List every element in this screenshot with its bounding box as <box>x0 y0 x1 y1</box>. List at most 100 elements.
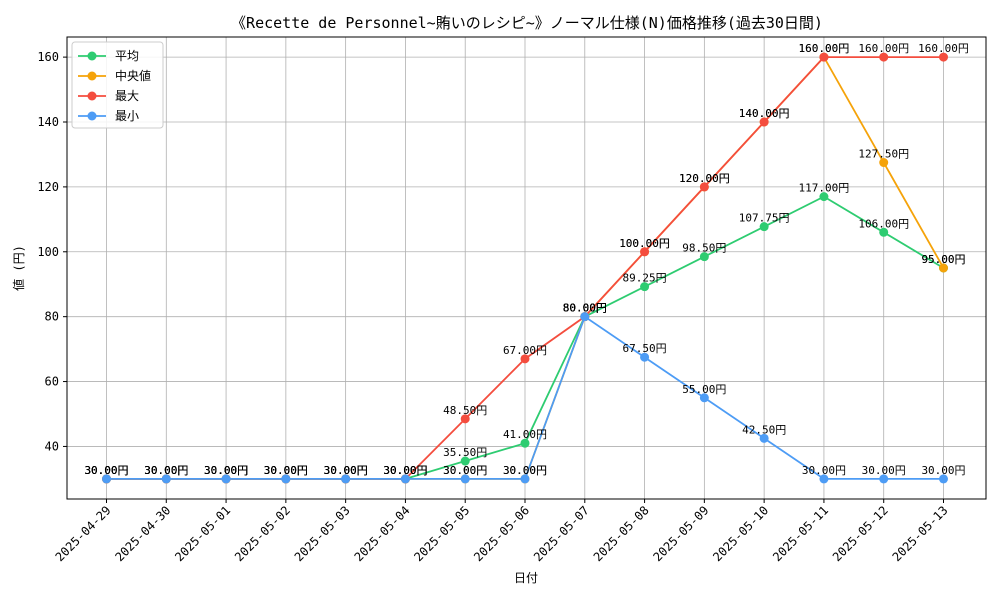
data-label: 100.00円 <box>619 237 670 250</box>
data-label: 140.00円 <box>739 107 790 120</box>
data-label: 30.00円 <box>443 464 487 477</box>
data-label: 30.00円 <box>324 464 368 477</box>
x-tick-label: 2025-05-12 <box>830 503 891 564</box>
data-label: 80.00円 <box>563 302 607 315</box>
data-label: 120.00円 <box>679 172 730 185</box>
legend-label: 中央値 <box>115 68 151 83</box>
data-label: 42.50円 <box>742 423 786 436</box>
data-point <box>640 247 650 257</box>
legend-swatch-marker <box>87 111 97 121</box>
data-label: 30.00円 <box>204 464 248 477</box>
data-point <box>699 393 709 403</box>
x-tick-label: 2025-05-01 <box>172 503 233 564</box>
x-tick-label: 2025-05-09 <box>650 503 711 564</box>
x-axis-label: 日付 <box>514 571 538 585</box>
y-tick-label: 140 <box>37 115 59 129</box>
chart-title: 《Recette de Personnel~賄いのレシピ~》ノーマル仕様(N)価… <box>231 14 823 32</box>
data-point <box>520 354 530 364</box>
series-lines <box>102 52 948 484</box>
y-tick-label: 100 <box>37 245 59 259</box>
data-label: 30.00円 <box>84 464 128 477</box>
data-label: 30.00円 <box>264 464 308 477</box>
data-label: 67.50円 <box>623 342 667 355</box>
data-point <box>520 438 530 448</box>
y-tick-label: 160 <box>37 50 59 64</box>
data-label: 117.00円 <box>799 182 850 195</box>
data-point <box>759 222 769 232</box>
data-label: 30.00円 <box>324 464 368 477</box>
data-label: 30.00円 <box>383 464 427 477</box>
legend-label: 最小 <box>115 109 139 123</box>
legend-swatch-marker <box>87 71 97 81</box>
data-label: 160.00円 <box>858 42 909 55</box>
data-label: 30.00円 <box>264 464 308 477</box>
data-point <box>879 227 889 237</box>
y-tick-label: 60 <box>45 375 59 389</box>
data-point <box>819 192 829 202</box>
data-label: 35.50円 <box>443 446 487 459</box>
data-point <box>520 474 530 484</box>
data-label: 30.00円 <box>144 464 188 477</box>
x-tick-label: 2025-05-08 <box>591 503 652 564</box>
data-point <box>460 456 470 466</box>
y-axis-label: 値 (円) <box>11 245 26 291</box>
data-point <box>580 312 590 322</box>
data-label: 106.00円 <box>858 217 909 230</box>
data-point <box>221 474 231 484</box>
x-tick-label: 2025-05-02 <box>232 503 293 564</box>
data-label: 30.00円 <box>802 464 846 477</box>
data-point <box>460 474 470 484</box>
x-tick-label: 2025-04-30 <box>112 503 173 564</box>
y-tick-label: 120 <box>37 180 59 194</box>
data-point <box>819 52 829 62</box>
x-tick-label: 2025-05-07 <box>531 503 592 564</box>
x-tick-label: 2025-04-29 <box>53 503 114 564</box>
data-label: 30.00円 <box>383 464 427 477</box>
data-label: 30.00円 <box>204 464 248 477</box>
data-point <box>879 52 889 62</box>
data-point <box>939 263 948 273</box>
data-label: 41.00円 <box>503 428 547 441</box>
x-tick-label: 2025-05-11 <box>770 503 831 564</box>
legend-label: 平均 <box>115 49 139 63</box>
data-label: 30.00円 <box>84 464 128 477</box>
data-label: 30.00円 <box>324 464 368 477</box>
plot-area-frame <box>66 36 987 500</box>
data-label: 30.00円 <box>264 464 308 477</box>
data-label: 55.00円 <box>682 383 726 396</box>
data-label: 160.00円 <box>918 42 969 55</box>
data-label: 30.00円 <box>862 464 906 477</box>
data-label: 30.00円 <box>503 464 547 477</box>
data-point <box>460 414 470 424</box>
data-label: 30.00円 <box>84 464 128 477</box>
data-label: 140.00円 <box>739 107 790 120</box>
data-label: 120.00円 <box>679 172 730 185</box>
axes: 4060801001201401602025-04-292025-04-3020… <box>37 50 950 564</box>
data-point <box>640 352 650 362</box>
y-tick-label: 40 <box>45 439 59 453</box>
y-tick-label: 80 <box>45 310 59 324</box>
data-label: 30.00円 <box>503 464 547 477</box>
data-label: 160.00円 <box>799 42 850 55</box>
data-label: 30.00円 <box>204 464 248 477</box>
data-label: 89.25円 <box>623 272 667 285</box>
legend-label: 最大 <box>115 89 139 103</box>
legend-swatch-marker <box>87 51 97 61</box>
x-tick-label: 2025-05-05 <box>411 503 472 564</box>
data-point <box>759 117 769 127</box>
x-tick-label: 2025-05-13 <box>890 503 951 564</box>
data-label: 80.00円 <box>563 302 607 315</box>
data-point <box>640 282 650 292</box>
data-point <box>939 474 948 484</box>
data-label: 30.00円 <box>144 464 188 477</box>
data-label: 160.00円 <box>799 42 850 55</box>
data-point <box>819 474 829 484</box>
data-label: 30.00円 <box>144 464 188 477</box>
data-label: 100.00円 <box>619 237 670 250</box>
data-label: 48.50円 <box>443 404 487 417</box>
data-point <box>281 474 291 484</box>
x-tick-label: 2025-05-10 <box>710 503 771 564</box>
data-label: 98.50円 <box>682 242 726 255</box>
legend-swatch-marker <box>87 91 97 101</box>
